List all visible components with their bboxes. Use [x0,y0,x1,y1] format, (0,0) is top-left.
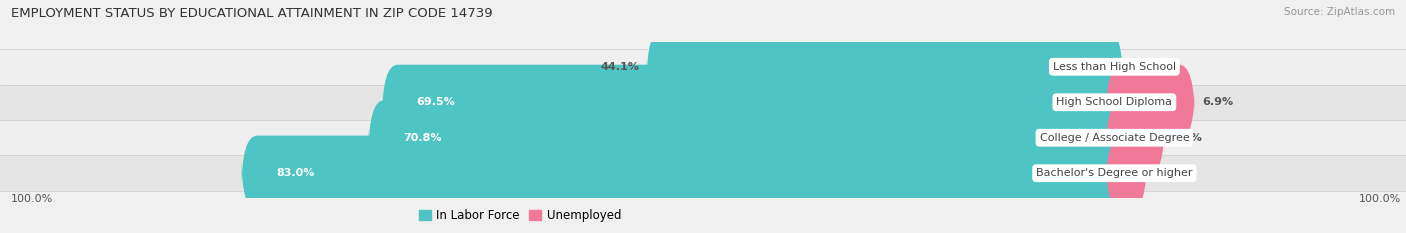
FancyBboxPatch shape [1107,100,1164,175]
Text: 2.3%: 2.3% [1154,168,1185,178]
Legend: In Labor Force, Unemployed: In Labor Force, Unemployed [415,204,626,226]
Text: Source: ZipAtlas.com: Source: ZipAtlas.com [1284,7,1395,17]
Text: 4.0%: 4.0% [1171,133,1202,143]
Text: High School Diploma: High School Diploma [1056,97,1173,107]
Text: Bachelor's Degree or higher: Bachelor's Degree or higher [1036,168,1192,178]
Text: EMPLOYMENT STATUS BY EDUCATIONAL ATTAINMENT IN ZIP CODE 14739: EMPLOYMENT STATUS BY EDUCATIONAL ATTAINM… [11,7,494,20]
FancyBboxPatch shape [1107,136,1147,211]
Text: 0.0%: 0.0% [1130,62,1160,72]
Bar [0,155,1406,191]
Text: College / Associate Degree: College / Associate Degree [1039,133,1189,143]
FancyBboxPatch shape [382,65,1123,140]
Text: 83.0%: 83.0% [276,168,315,178]
Bar [0,120,1406,155]
FancyBboxPatch shape [368,100,1123,175]
Text: Less than High School: Less than High School [1053,62,1175,72]
Text: 70.8%: 70.8% [404,133,441,143]
Bar [0,49,1406,85]
Text: 44.1%: 44.1% [600,62,640,72]
Bar [0,85,1406,120]
FancyBboxPatch shape [647,29,1123,104]
Text: 100.0%: 100.0% [1358,194,1400,204]
Text: 6.9%: 6.9% [1202,97,1233,107]
Text: 100.0%: 100.0% [10,194,52,204]
FancyBboxPatch shape [1107,65,1195,140]
Text: 69.5%: 69.5% [416,97,456,107]
FancyBboxPatch shape [242,136,1123,211]
